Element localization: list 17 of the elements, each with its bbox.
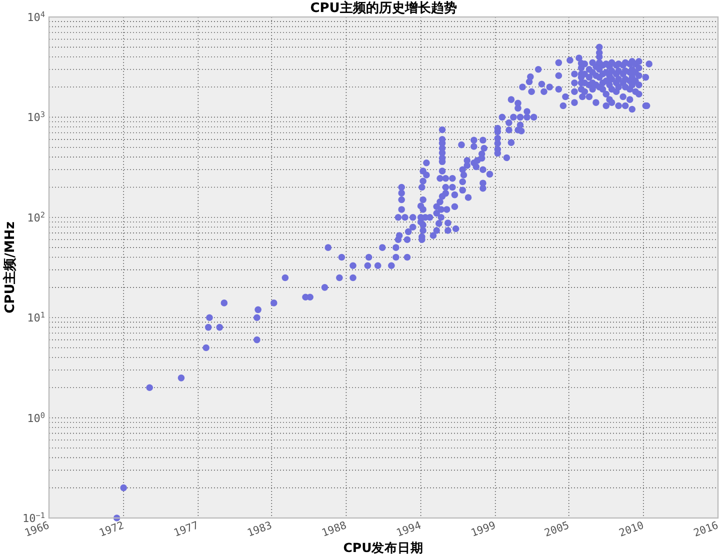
- x-tick-label: 1983: [246, 520, 274, 540]
- y-tick-label: 10$^{2}$: [27, 210, 45, 224]
- x-tick-label: 2016: [692, 520, 720, 540]
- y-tick-label: 10$^{4}$: [27, 10, 46, 24]
- x-axis-title: CPU发布日期: [343, 540, 424, 554]
- y-tick-label: 10$^{1}$: [27, 310, 46, 325]
- x-tick-label: 2010: [618, 520, 646, 540]
- y-axis-title: CPU主频/MHz: [2, 222, 18, 314]
- x-tick-label: 1972: [98, 520, 126, 540]
- y-tick-label: 10$^{3}$: [27, 110, 46, 124]
- chart-title: CPU主频的历史增长趋势: [310, 0, 457, 16]
- y-tick-label: 10$^{0}$: [27, 410, 46, 425]
- x-tick-label: 2005: [542, 520, 571, 540]
- x-tick-label: 1988: [320, 520, 348, 540]
- x-tick-label: 1977: [172, 520, 200, 540]
- x-tick-label: 1999: [470, 520, 498, 540]
- x-tick-label: 1994: [394, 520, 423, 540]
